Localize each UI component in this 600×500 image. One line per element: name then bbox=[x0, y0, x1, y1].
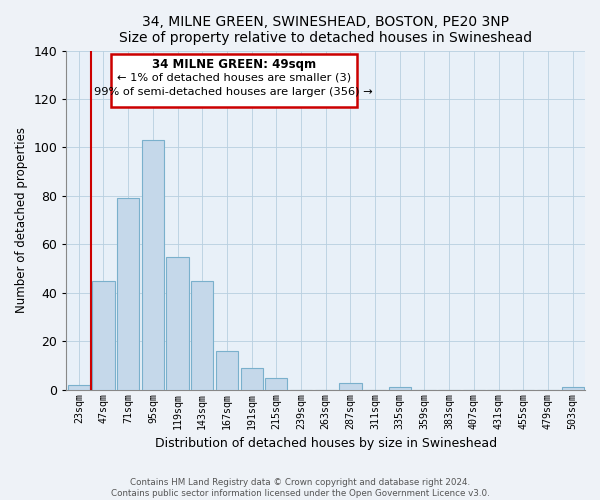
Bar bbox=[241, 368, 263, 390]
Bar bbox=[68, 385, 90, 390]
Text: 99% of semi-detached houses are larger (356) →: 99% of semi-detached houses are larger (… bbox=[94, 87, 373, 97]
Bar bbox=[92, 281, 115, 390]
Text: ← 1% of detached houses are smaller (3): ← 1% of detached houses are smaller (3) bbox=[116, 72, 351, 83]
Bar bbox=[265, 378, 287, 390]
Bar bbox=[340, 382, 362, 390]
Bar bbox=[389, 388, 411, 390]
Bar bbox=[117, 198, 139, 390]
Text: Contains HM Land Registry data © Crown copyright and database right 2024.
Contai: Contains HM Land Registry data © Crown c… bbox=[110, 478, 490, 498]
FancyBboxPatch shape bbox=[110, 54, 357, 106]
X-axis label: Distribution of detached houses by size in Swineshead: Distribution of detached houses by size … bbox=[155, 437, 497, 450]
Title: 34, MILNE GREEN, SWINESHEAD, BOSTON, PE20 3NP
Size of property relative to detac: 34, MILNE GREEN, SWINESHEAD, BOSTON, PE2… bbox=[119, 15, 532, 45]
Bar bbox=[562, 388, 584, 390]
Bar bbox=[191, 281, 214, 390]
Bar bbox=[216, 351, 238, 390]
Y-axis label: Number of detached properties: Number of detached properties bbox=[15, 127, 28, 313]
Bar bbox=[142, 140, 164, 390]
Bar bbox=[166, 256, 188, 390]
Text: 34 MILNE GREEN: 49sqm: 34 MILNE GREEN: 49sqm bbox=[152, 58, 316, 71]
